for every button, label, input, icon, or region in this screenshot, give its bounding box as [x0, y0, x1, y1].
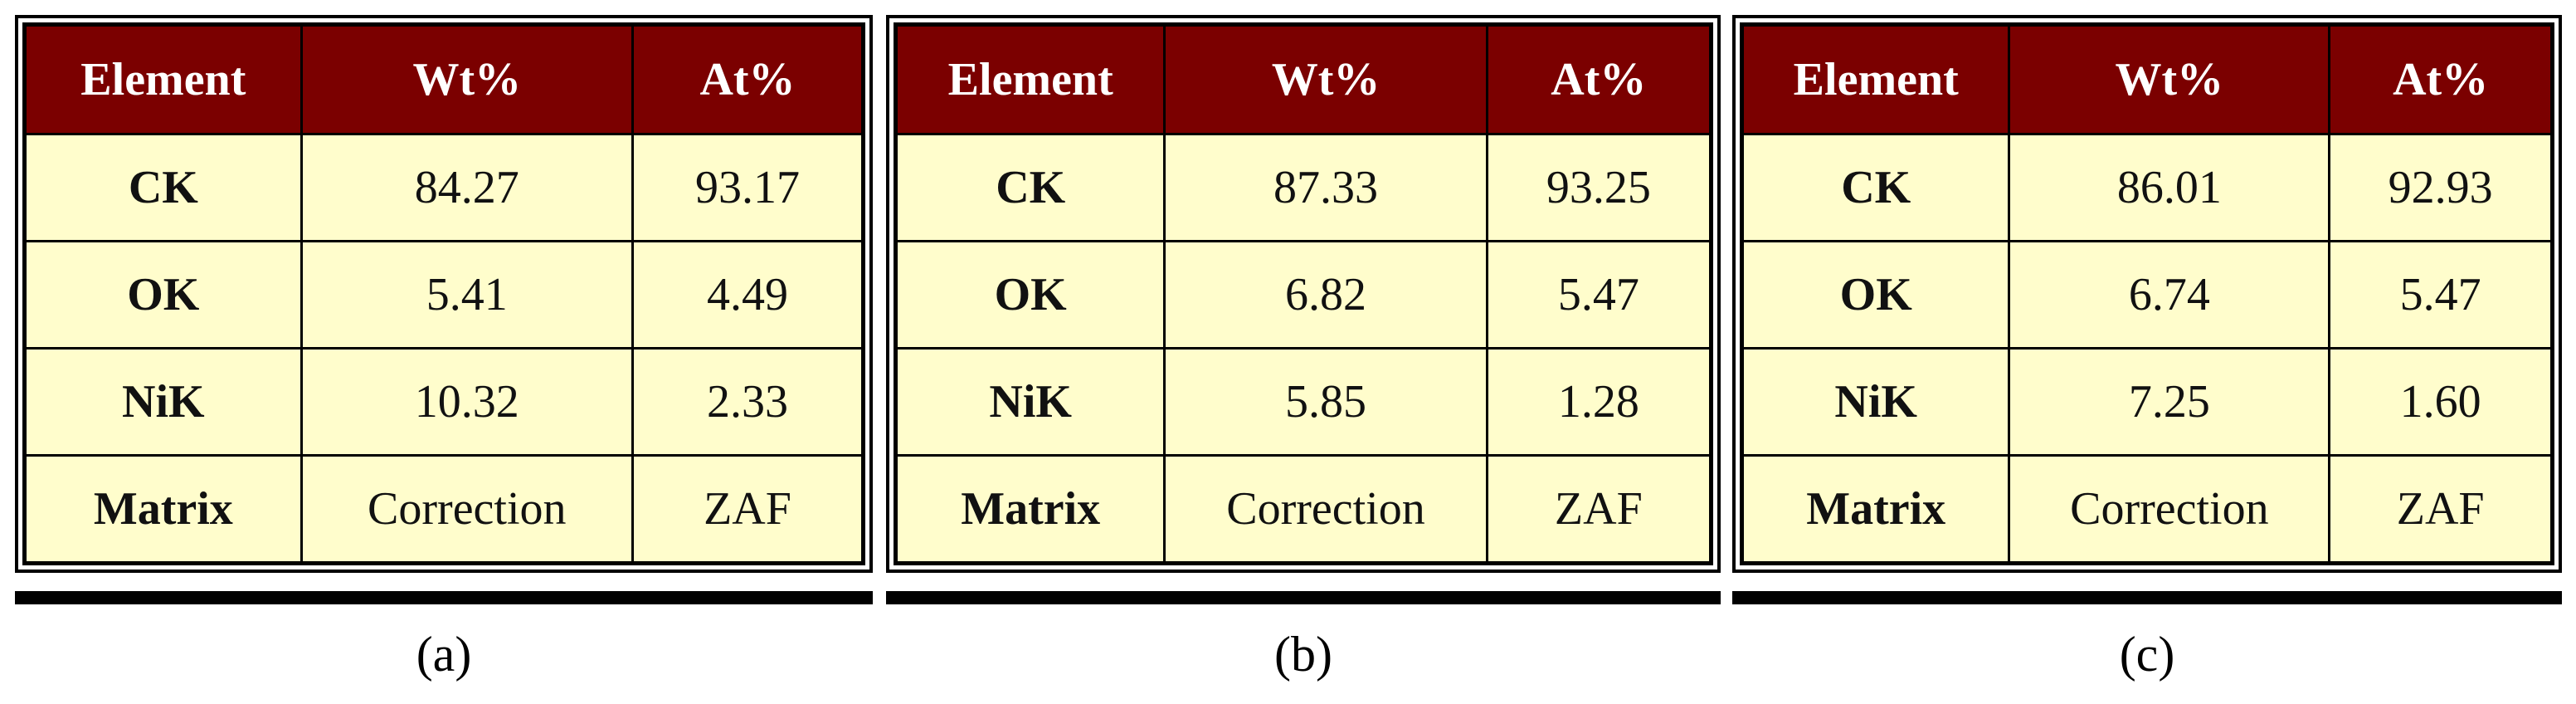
table-cell: ZAF — [2328, 454, 2554, 565]
table-cell: NiK — [23, 347, 303, 457]
table-cell: Correction — [299, 454, 634, 565]
header-cell: Wt% — [2008, 23, 2331, 135]
table-cell: 4.49 — [631, 240, 865, 350]
table-cell: 5.47 — [1485, 240, 1713, 350]
table-cell: 86.01 — [2008, 133, 2331, 242]
table-head: Element Wt% At% — [23, 23, 865, 135]
table-cell: 6.74 — [2008, 240, 2331, 350]
table-body: CK 87.33 93.25 OK 6.82 5.47 NiK 5.85 1.28 Matrix C… — [894, 133, 1713, 565]
table-cell: OK — [894, 240, 1166, 350]
table-panel: Element Wt% At% CK 86.01 92.93 OK 6.74 5.47 NiK 7.… — [1732, 15, 2562, 683]
table-cell: Correction — [2008, 454, 2331, 565]
table-frame: Element Wt% At% CK 84.27 93.17 OK 5.41 4.49 NiK 10… — [15, 15, 873, 573]
table-caption: (a) — [416, 627, 472, 682]
table-cell: 93.25 — [1485, 133, 1713, 242]
table-row: OK 5.41 4.49 — [23, 240, 865, 350]
header-cell: Wt% — [299, 23, 634, 135]
table-cell: Correction — [1163, 454, 1488, 565]
table-cell: CK — [894, 133, 1166, 242]
table-body: CK 84.27 93.17 OK 5.41 4.49 NiK 10.32 2.33 Matrix… — [23, 133, 865, 565]
table-row: CK 86.01 92.93 — [1740, 133, 2554, 242]
bottom-rule — [886, 591, 1721, 604]
header-cell: Element — [23, 23, 303, 135]
table-cell: 5.47 — [2328, 240, 2554, 350]
table-row: OK 6.82 5.47 — [894, 240, 1713, 350]
table-cell: 93.17 — [631, 133, 865, 242]
header-cell: At% — [2328, 23, 2554, 135]
data-table: Element Wt% At% CK 84.27 93.17 OK 5.41 4.49 NiK 10… — [22, 22, 865, 565]
table-cell: 5.85 — [1163, 347, 1488, 457]
table-cell: Matrix — [894, 454, 1166, 565]
header-cell: At% — [1485, 23, 1713, 135]
table-caption: (b) — [1274, 627, 1332, 682]
table-cell: OK — [1740, 240, 2011, 350]
table-cell: OK — [23, 240, 303, 350]
table-cell: 1.28 — [1485, 347, 1713, 457]
table-cell: 10.32 — [299, 347, 634, 457]
header-cell: Element — [894, 23, 1166, 135]
table-cell: CK — [23, 133, 303, 242]
data-table: Element Wt% At% CK 86.01 92.93 OK 6.74 5.47 NiK 7.… — [1740, 22, 2554, 565]
bottom-rule — [15, 591, 873, 604]
table-cell: 87.33 — [1163, 133, 1488, 242]
header-cell: Wt% — [1163, 23, 1488, 135]
table-row: CK 87.33 93.25 — [894, 133, 1713, 242]
header-cell: At% — [631, 23, 865, 135]
table-cell: 2.33 — [631, 347, 865, 457]
table-cell: CK — [1740, 133, 2011, 242]
table-panel: Element Wt% At% CK 84.27 93.17 OK 5.41 4.49 NiK 10… — [15, 15, 873, 683]
table-head: Element Wt% At% — [894, 23, 1713, 135]
table-body: CK 86.01 92.93 OK 6.74 5.47 NiK 7.25 1.60 Matrix C… — [1740, 133, 2554, 565]
table-caption: (c) — [2119, 627, 2175, 682]
table-cell: ZAF — [1485, 454, 1713, 565]
table-cell: ZAF — [631, 454, 865, 565]
table-row: Matrix Correction ZAF — [1740, 454, 2554, 565]
table-row: NiK 5.85 1.28 — [894, 347, 1713, 457]
table-cell: NiK — [894, 347, 1166, 457]
data-table: Element Wt% At% CK 87.33 93.25 OK 6.82 5.47 NiK 5.… — [894, 22, 1713, 565]
table-head: Element Wt% At% — [1740, 23, 2554, 135]
table-row: OK 6.74 5.47 — [1740, 240, 2554, 350]
table-cell: 5.41 — [299, 240, 634, 350]
table-cell: 6.82 — [1163, 240, 1488, 350]
table-row: NiK 7.25 1.60 — [1740, 347, 2554, 457]
table-cell: 92.93 — [2328, 133, 2554, 242]
table-row: Matrix Correction ZAF — [894, 454, 1713, 565]
header-row: Element Wt% At% — [1740, 23, 2554, 135]
header-row: Element Wt% At% — [894, 23, 1713, 135]
table-row: NiK 10.32 2.33 — [23, 347, 865, 457]
table-cell: 1.60 — [2328, 347, 2554, 457]
table-frame: Element Wt% At% CK 86.01 92.93 OK 6.74 5.47 NiK 7.… — [1732, 15, 2562, 573]
table-cell: Matrix — [1740, 454, 2011, 565]
table-frame: Element Wt% At% CK 87.33 93.25 OK 6.82 5.47 NiK 5.… — [886, 15, 1721, 573]
header-cell: Element — [1740, 23, 2011, 135]
table-panel: Element Wt% At% CK 87.33 93.25 OK 6.82 5.47 NiK 5.… — [886, 15, 1721, 683]
bottom-rule — [1732, 591, 2562, 604]
table-cell: 7.25 — [2008, 347, 2331, 457]
table-cell: 84.27 — [299, 133, 634, 242]
header-row: Element Wt% At% — [23, 23, 865, 135]
table-row: Matrix Correction ZAF — [23, 454, 865, 565]
table-row: CK 84.27 93.17 — [23, 133, 865, 242]
table-cell: NiK — [1740, 347, 2011, 457]
table-cell: Matrix — [23, 454, 303, 565]
